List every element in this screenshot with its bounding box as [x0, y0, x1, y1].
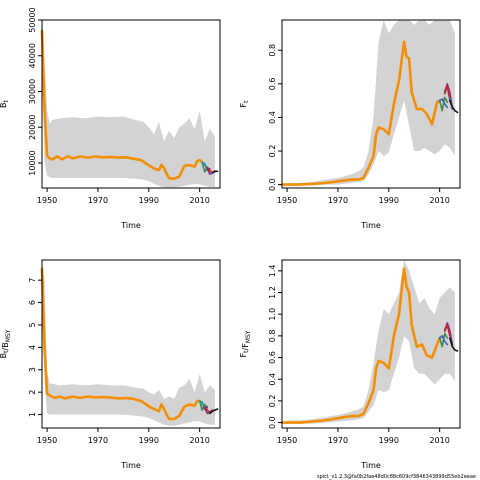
y-tick-label: 50000 — [28, 7, 37, 32]
x-axis-label: Time — [360, 221, 381, 230]
x-tick-label: 1970 — [328, 436, 348, 445]
y-tick-label: 4 — [28, 345, 37, 350]
y-tick-label: 0.2 — [268, 145, 277, 158]
series-line-1 — [280, 267, 442, 424]
series-line-7 — [448, 99, 459, 114]
x-tick-label: 1950 — [37, 436, 57, 445]
confidence-band — [287, 20, 455, 186]
x-axis-label: Time — [120, 221, 141, 230]
x-tick-label: 1990 — [139, 436, 159, 445]
series-line-6 — [203, 405, 211, 414]
series-line-6 — [443, 84, 451, 99]
x-axis-label: Time — [120, 461, 141, 470]
y-tick-label: 0.6 — [268, 77, 277, 90]
confidence-band — [287, 260, 455, 424]
y-tick-label: 0.0 — [268, 178, 277, 191]
series-line-7 — [211, 170, 219, 174]
series-line-4 — [201, 161, 209, 169]
x-tick-label: 2010 — [189, 196, 209, 205]
series-line-1 — [40, 29, 204, 180]
x-tick-label: 1950 — [37, 196, 57, 205]
y-axis-label: Ft — [239, 100, 250, 108]
y-tick-label: 0.6 — [268, 351, 277, 364]
x-tick-label: 1950 — [277, 436, 297, 445]
series-line-1 — [40, 267, 201, 421]
y-tick-label: 3 — [28, 367, 37, 372]
y-tick-label: 40000 — [28, 43, 37, 68]
plot-frame — [41, 19, 221, 189]
y-tick-label: 0.8 — [268, 44, 277, 57]
series-line-6 — [206, 166, 214, 174]
x-axis-label: Time — [360, 461, 381, 470]
x-tick-label: 1990 — [379, 436, 399, 445]
y-tick-label: 0.8 — [268, 330, 277, 343]
plot-frame — [41, 259, 221, 429]
x-tick-label: 1950 — [277, 196, 297, 205]
series-line-5 — [203, 406, 214, 415]
y-tick-label: 0.4 — [268, 111, 277, 124]
series-line-7 — [209, 408, 219, 415]
y-axis-label: Ft/FMSY — [239, 330, 252, 357]
chart-panel-4: 1950 1970 1990 2010 0.0 0.2 0.4 0.6 0.8 1.0 1.2 1.4… — [239, 259, 461, 470]
x-tick-label: 2010 — [189, 436, 209, 445]
series-line-2 — [438, 96, 449, 112]
series-line-4 — [198, 400, 206, 408]
y-axis-label: Bt — [0, 99, 10, 108]
y-tick-label: 0.2 — [268, 395, 277, 408]
series-line-7 — [448, 337, 459, 352]
y-tick-label: 1 — [28, 412, 37, 417]
confidence-band — [42, 20, 215, 188]
plot-frame — [281, 19, 461, 189]
plot-frame — [281, 259, 461, 429]
x-tick-label: 2010 — [429, 196, 449, 205]
y-tick-label: 6 — [28, 300, 37, 305]
chart-panel-3: 1950 1970 1990 2010 1 2 3 4 5 6 7 Time Bt/BMSY — [0, 259, 221, 470]
y-tick-label: 1.4 — [268, 264, 277, 277]
chart-panel-2: 1950 1970 1990 2010 0.0 0.2 0.4 0.6 0.8 Time Ft — [239, 19, 461, 230]
y-tick-label: 30000 — [28, 79, 37, 104]
y-tick-label: 5 — [28, 322, 37, 327]
series-line-6 — [443, 324, 451, 337]
y-tick-label: 20000 — [28, 115, 37, 140]
y-tick-label: 10000 — [28, 150, 37, 175]
series-line-1 — [280, 40, 442, 186]
y-axis-label: Bt/BMSY — [0, 329, 12, 358]
x-tick-label: 2010 — [429, 436, 449, 445]
series-line-3 — [438, 335, 449, 346]
x-tick-label: 1970 — [328, 196, 348, 205]
x-tick-label: 1990 — [379, 196, 399, 205]
x-tick-label: 1970 — [88, 196, 108, 205]
y-tick-label: 1.2 — [268, 286, 277, 299]
y-tick-label: 1.0 — [268, 308, 277, 321]
chart-panel-1: 1950 1970 1990 2010 10000 20000 30000 40000 5000… — [0, 7, 221, 230]
y-tick-label: 0.0 — [268, 416, 277, 429]
x-tick-label: 1990 — [139, 196, 159, 205]
y-tick-label: 2 — [28, 390, 37, 395]
series-line-3 — [438, 98, 449, 109]
x-tick-label: 1970 — [88, 436, 108, 445]
footer-text: spict_v1.2.3@fa0b2fae48d0c88c609cf384634… — [317, 474, 476, 480]
y-tick-label: 0.4 — [268, 373, 277, 386]
y-tick-label: 7 — [28, 278, 37, 283]
confidence-band — [42, 262, 215, 426]
